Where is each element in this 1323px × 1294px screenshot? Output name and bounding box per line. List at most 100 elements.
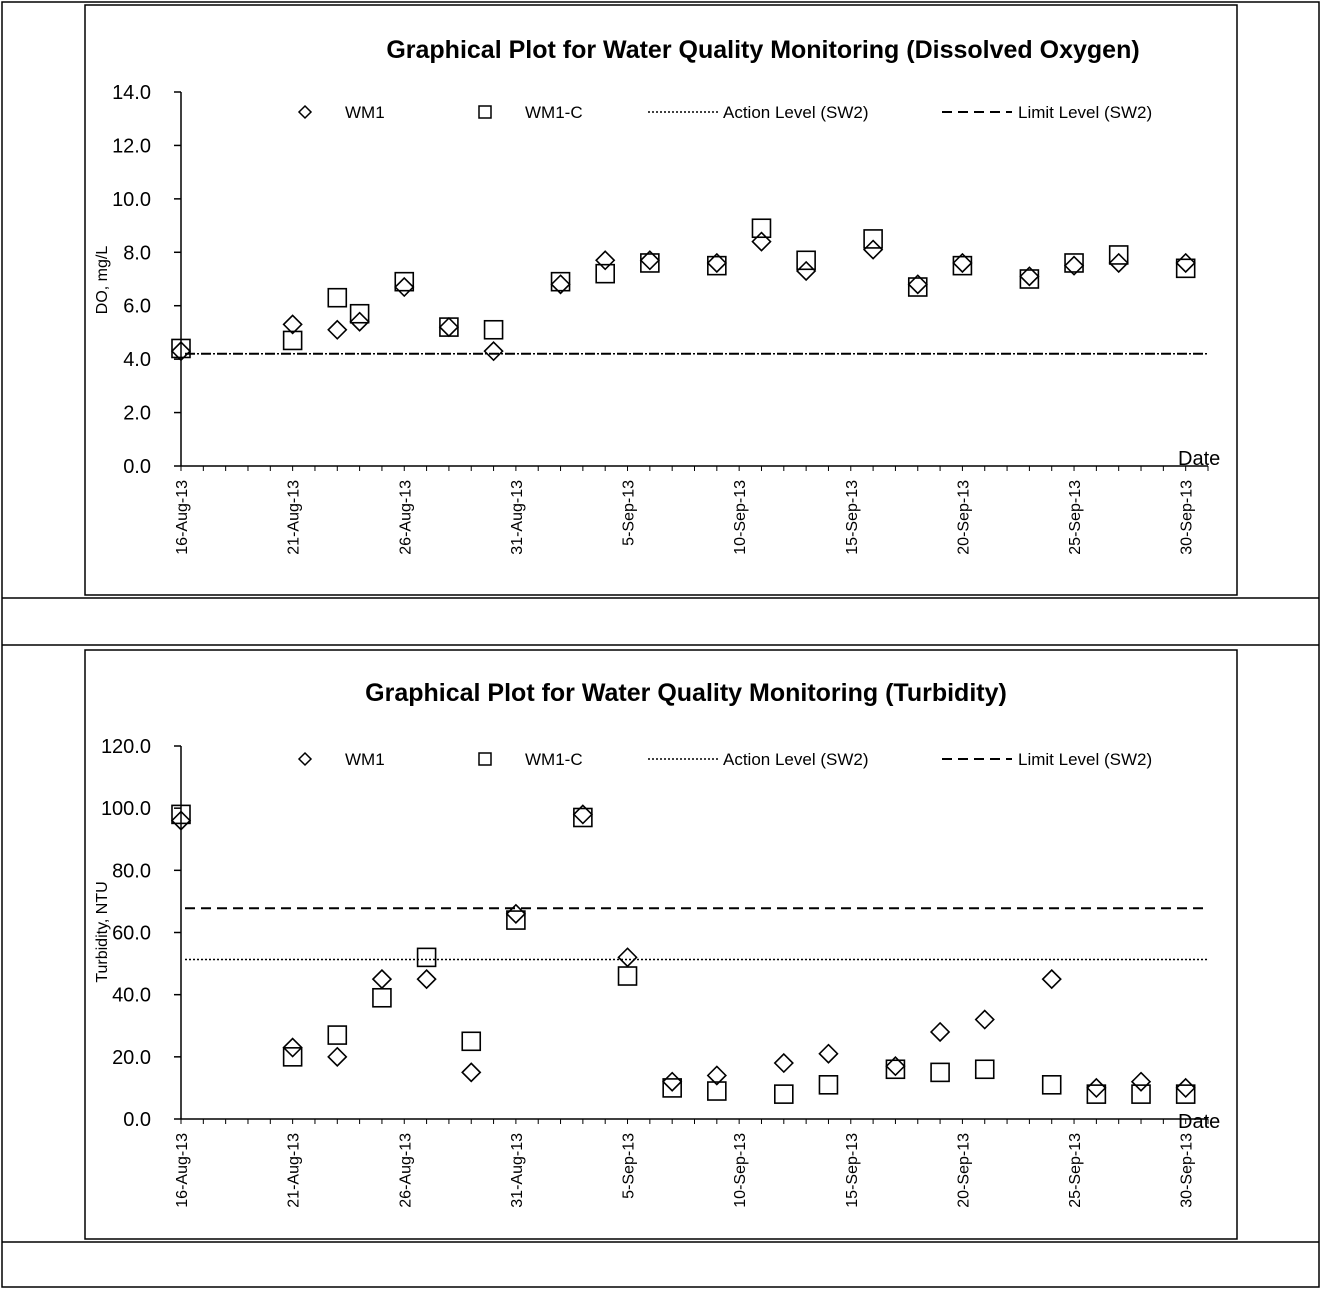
wm1-point (1175, 1077, 1196, 1099)
legend-label-wm1: WM1 (345, 750, 385, 769)
y-tick-label: 4.0 (123, 349, 151, 371)
y-tick-label: 6.0 (123, 296, 151, 318)
wm1-c-point (595, 263, 615, 284)
wm1-c-point (483, 319, 504, 340)
y-tick-label: 0.0 (123, 456, 151, 478)
chart-area-border (84, 4, 1238, 596)
wm1-point (885, 1056, 906, 1077)
y-tick-label: 10.0 (112, 189, 151, 211)
wm1-c-point (372, 987, 392, 1008)
wm1-point (952, 252, 973, 274)
x-axis-label: Date (1178, 1111, 1220, 1133)
wm1-c-point (885, 1059, 906, 1080)
chart-legend: WM1 WM1-C Action Level (SW2) Limit Level… (297, 103, 1152, 122)
wm1-point (483, 340, 504, 362)
wm1-c-point (506, 910, 526, 930)
wm1-point (394, 276, 415, 298)
y-tick-label: 100.0 (101, 798, 151, 820)
wm1-c-point (282, 1047, 303, 1067)
x-tick-label: 30-Sep-13 (1179, 1133, 1196, 1208)
y-tick-label: 14.0 (112, 82, 151, 104)
wm1-c-point (1019, 269, 1040, 289)
legend-marker-wm1 (297, 751, 313, 767)
x-tick-label: 25-Sep-13 (1067, 1133, 1084, 1208)
x-tick-label: 31-Aug-13 (509, 1133, 526, 1208)
y-tick-label: 0.0 (123, 1109, 151, 1131)
x-tick-label: 20-Sep-13 (955, 1133, 972, 1208)
legend-marker-wm1 (297, 104, 313, 120)
x-tick-label: 16-Aug-13 (174, 1133, 191, 1208)
wm1-point (371, 968, 393, 990)
x-tick-label: 31-Aug-13 (509, 480, 526, 555)
y-axis-label: Turbidity, NTU (94, 881, 111, 982)
wm1-point (550, 274, 571, 295)
wm1-point (327, 1046, 348, 1067)
wm1-c-point (1175, 1084, 1196, 1104)
wm1-c-point (974, 1059, 995, 1080)
wm1-point (170, 340, 192, 362)
chart-title: Graphical Plot for Water Quality Monitor… (386, 36, 1139, 64)
wm1-c-point (171, 338, 191, 359)
wm1-c-point (327, 1025, 348, 1045)
x-tick-label: 26-Aug-13 (397, 480, 414, 555)
wm1-c-point (1108, 245, 1129, 265)
chart-legend: WM1 WM1-C Action Level (SW2) Limit Level… (297, 750, 1152, 769)
wm1-c-point (640, 253, 660, 273)
wm1-point (1108, 252, 1129, 274)
wm1-point (1086, 1077, 1107, 1099)
y-tick-label: 8.0 (123, 242, 151, 264)
wm1-point (706, 252, 727, 274)
chart-turbidity: Graphical Plot for Water Quality Monitor… (84, 649, 1238, 1240)
wm1-c-point (394, 271, 415, 292)
wm1-point (751, 231, 772, 252)
x-axis-label: Date (1178, 448, 1220, 470)
wm1-c-point (930, 1062, 950, 1083)
wm1-c-point (439, 317, 459, 337)
wm1-c-point (1064, 253, 1084, 273)
legend-label-wm1-c: WM1-C (525, 750, 583, 769)
legend-label-wm1: WM1 (345, 103, 385, 122)
wm1-c-point (349, 303, 370, 324)
chart-dissolved-oxygen: Graphical Plot for Water Quality Monitor… (84, 4, 1238, 596)
x-tick-label: 5-Sep-13 (621, 1133, 638, 1199)
x-tick-label: 10-Sep-13 (732, 480, 749, 555)
x-tick-label: 15-Sep-13 (844, 480, 861, 555)
wm1-c-point (796, 250, 816, 271)
x-tick-label: 15-Sep-13 (844, 1133, 861, 1208)
wm1-c-point (662, 1078, 682, 1098)
wm1-c-point (573, 807, 593, 828)
y-tick-label: 2.0 (123, 403, 151, 425)
wm1-c-point (863, 229, 883, 249)
wm1-point (1019, 266, 1040, 287)
wm1-c-point (282, 330, 303, 351)
wm1-point (1041, 968, 1062, 990)
x-tick-label: 20-Sep-13 (955, 480, 972, 555)
wm1-point (974, 1009, 995, 1030)
wm1-point (1175, 252, 1196, 274)
plot-area: 0.0 20.0 40.0 60.0 80.0 100.0 120.0 16-Aug-13 21… (101, 736, 1209, 1208)
wm1-point (795, 260, 817, 282)
y-tick-label: 80.0 (112, 860, 151, 882)
y-tick-label: 40.0 (112, 985, 151, 1007)
x-tick-label: 21-Aug-13 (286, 1133, 303, 1208)
legend-label-limit-level: Limit Level (SW2) (1018, 103, 1152, 122)
x-tick-label: 21-Aug-13 (286, 480, 303, 555)
wm1-c-point (327, 287, 348, 308)
wm1-c-point (461, 1031, 482, 1052)
wm1-c-point (171, 804, 191, 825)
wm1-point (1130, 1071, 1152, 1092)
wm1-c-point (1041, 1075, 1062, 1095)
y-tick-label: 60.0 (112, 923, 151, 945)
legend-marker-wm1-c (478, 752, 492, 766)
wm1-point (773, 1052, 794, 1074)
wm1-point (1063, 255, 1085, 276)
y-axis-label: DO, mg/L (94, 246, 111, 315)
x-tick-label: 5-Sep-13 (621, 480, 638, 546)
x-tick-label: 16-Aug-13 (174, 480, 191, 555)
legend-label-limit-level: Limit Level (SW2) (1018, 750, 1152, 769)
wm1-point (639, 250, 660, 271)
wm1-point (595, 250, 616, 271)
wm1-c-point (550, 271, 571, 292)
